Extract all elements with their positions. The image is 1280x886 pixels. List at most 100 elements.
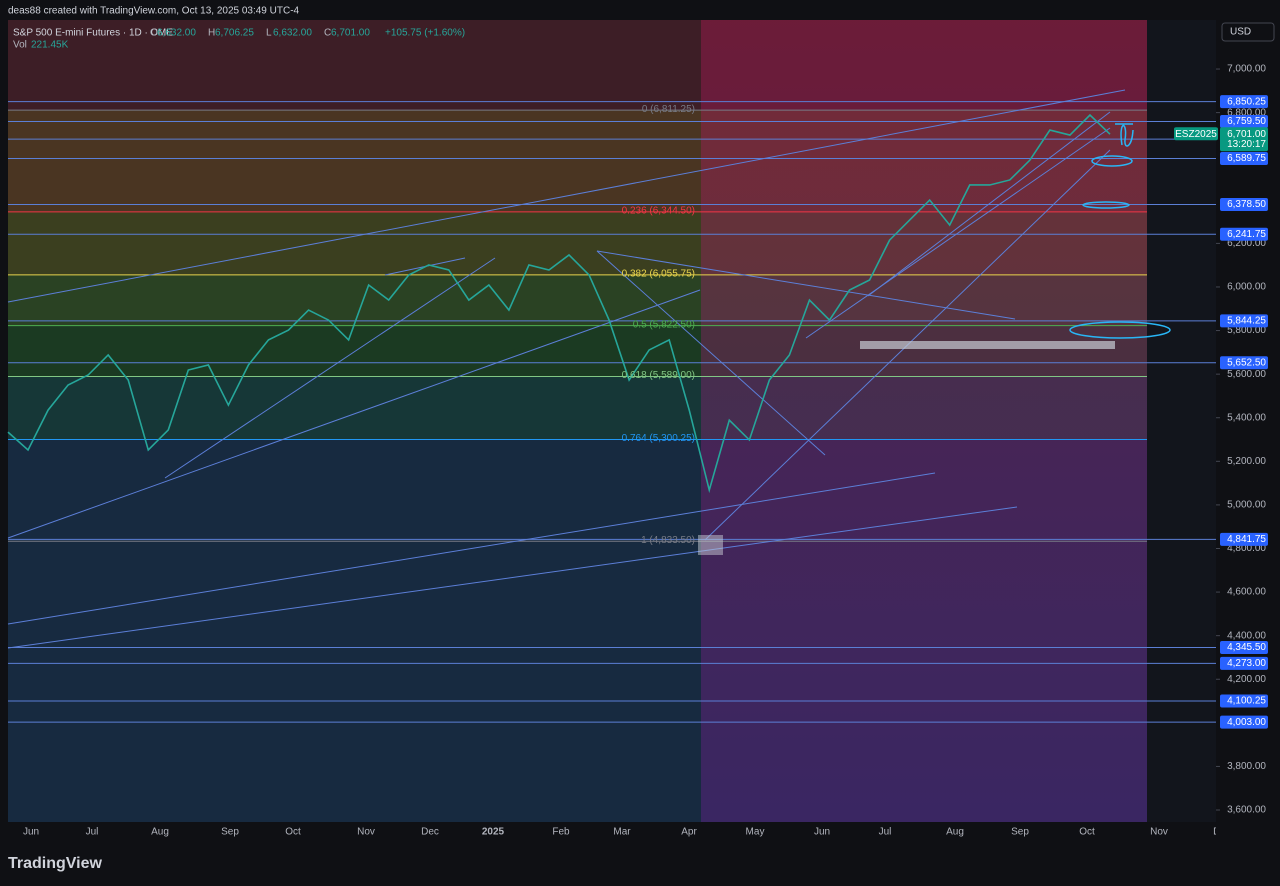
level-tag: [1220, 656, 1268, 670]
x-tick-label: Jul: [86, 827, 99, 838]
y-tick-label: 5,000.00: [1227, 500, 1266, 511]
trend-line: [867, 111, 1111, 297]
y-tick-label: 4,600.00: [1227, 587, 1266, 598]
date-range-overlay: [701, 20, 1147, 822]
vol-value: 221.45K: [31, 40, 69, 51]
level-tag: [1220, 314, 1268, 328]
level-label: 6,759.50: [1227, 116, 1266, 127]
ohlc-key: H: [208, 28, 215, 39]
fib-label: 0.5 (5,822.50): [633, 319, 695, 330]
level-tag: [1220, 532, 1268, 546]
currency[interactable]: USD: [1230, 27, 1251, 38]
level-label: 5,652.50: [1227, 357, 1266, 368]
level-label: 6,850.25: [1227, 96, 1266, 107]
zone-box: [698, 535, 723, 555]
trend-line: [805, 127, 1111, 339]
ohlc-key: O: [150, 28, 158, 39]
x-tick-label: Jul: [879, 827, 892, 838]
ellipse: [1082, 201, 1130, 209]
y-tick-label: 6,000.00: [1227, 282, 1266, 293]
x-tick-label: Sep: [1011, 827, 1029, 838]
level-label: 4,273.00: [1227, 658, 1266, 669]
y-tick-label: 5,400.00: [1227, 412, 1266, 423]
level-tag: [1220, 641, 1268, 655]
ohlc-value: 6,701.00: [331, 28, 370, 39]
fib-label: 0 (6,811.25): [642, 104, 695, 115]
ohlc-value: 6,632.00: [273, 28, 312, 39]
level-tag: [1220, 356, 1268, 370]
brand: TradingView: [8, 855, 103, 872]
symbol: S&P 500 E-mini Futures · 1D · CME: [13, 28, 173, 39]
level-label: 6,378.50: [1227, 199, 1266, 210]
y-tick-label: 3,600.00: [1227, 805, 1266, 816]
y-tick-label: 5,600.00: [1227, 369, 1266, 380]
trend-line: [7, 289, 701, 539]
level-tag: [1220, 151, 1268, 165]
level-tag: [1220, 95, 1268, 109]
symbol-tag: [1174, 127, 1218, 141]
level-label: 5,844.25: [1227, 316, 1266, 327]
credit: deas88 created with TradingView.com, Oct…: [8, 6, 300, 17]
price-series: [7, 113, 1111, 494]
trend-line: [7, 89, 1126, 303]
y-tick-label: 4,400.00: [1227, 630, 1266, 641]
y-tick-label: 5,200.00: [1227, 456, 1266, 467]
level-label: 4,841.75: [1227, 534, 1266, 545]
level-tag: [1220, 114, 1268, 128]
ellipse: [1091, 155, 1133, 167]
trend-line: [7, 472, 936, 625]
x-tick-label: Oct: [285, 827, 301, 838]
level-label: 6,589.75: [1227, 153, 1266, 164]
level-label: 6,241.75: [1227, 229, 1266, 240]
fib-label: 0.764 (5,300.25): [622, 433, 695, 444]
ohlc-key: C: [324, 28, 331, 39]
x-tick-label: Nov: [357, 827, 375, 838]
level-label: 4,100.25: [1227, 696, 1266, 707]
current-label: 6,701.00: [1227, 129, 1266, 140]
vol-key: Vol: [13, 40, 27, 51]
x-tick-label: Nov: [1150, 827, 1168, 838]
level-label: 4,345.50: [1227, 642, 1266, 653]
x-tick-label: Mar: [613, 827, 631, 838]
x-tick-label: Dec: [421, 827, 439, 838]
drawings: [7, 89, 1126, 649]
trend-line: [596, 250, 826, 456]
y-tick-label: 7,000.00: [1227, 64, 1266, 75]
currency-button[interactable]: [1221, 22, 1275, 42]
trend-line: [7, 506, 1018, 649]
fib-label: 0.382 (6,055.75): [622, 268, 695, 279]
level-label: 4,003.00: [1227, 717, 1266, 728]
symbol-label: ESZ2025: [1175, 129, 1217, 140]
ohlc: O 6,632.00 H 6,706.25 L 6,632.00 C 6,701.00 +105…: [150, 28, 465, 39]
y-tick-label: 4,200.00: [1227, 674, 1266, 685]
ohlc-key: L: [266, 28, 272, 39]
x-tick-label: Aug: [946, 827, 964, 838]
y-tick-label: 4,800.00: [1227, 543, 1266, 554]
y-tick-label: 6,800.00: [1227, 107, 1266, 118]
ohlc-value: 6,632.00: [157, 28, 196, 39]
level-tag: [1220, 197, 1268, 211]
countdown: 13:20:17: [1227, 139, 1266, 150]
x-tick-label: 2025: [482, 827, 505, 838]
current-tag: [1220, 127, 1268, 152]
trend-line: [164, 257, 496, 479]
annotations: [1069, 123, 1171, 339]
x-tick-label: Jun: [23, 827, 39, 838]
x-tick-label: Sep: [221, 827, 239, 838]
y-tick-label: 6,200.00: [1227, 238, 1266, 249]
fib-labels: 0 (6,811.25) 0.236 (6,344.50) 0.382 (6,055…: [622, 104, 695, 546]
x-tick-label: Jun: [814, 827, 830, 838]
level-lines: [8, 101, 1216, 723]
x-tick-label: Oct: [1079, 827, 1095, 838]
axis-labels: 7,000.00 6,800.00 6,200.00 6,000.00 5,800.00…: [23, 64, 1280, 842]
ohlc-value: 6,706.25: [215, 28, 254, 39]
zone-box: [860, 341, 1115, 349]
fib-label: 0.618 (5,589.00): [622, 370, 695, 381]
y-tick-label: 5,800.00: [1227, 325, 1266, 336]
x-tick-label: Apr: [681, 827, 697, 838]
change: +105.75 (+1.60%): [385, 28, 465, 39]
level-tag: [1220, 715, 1268, 729]
price-line: [7, 113, 1111, 494]
level-tag: [1220, 694, 1268, 708]
